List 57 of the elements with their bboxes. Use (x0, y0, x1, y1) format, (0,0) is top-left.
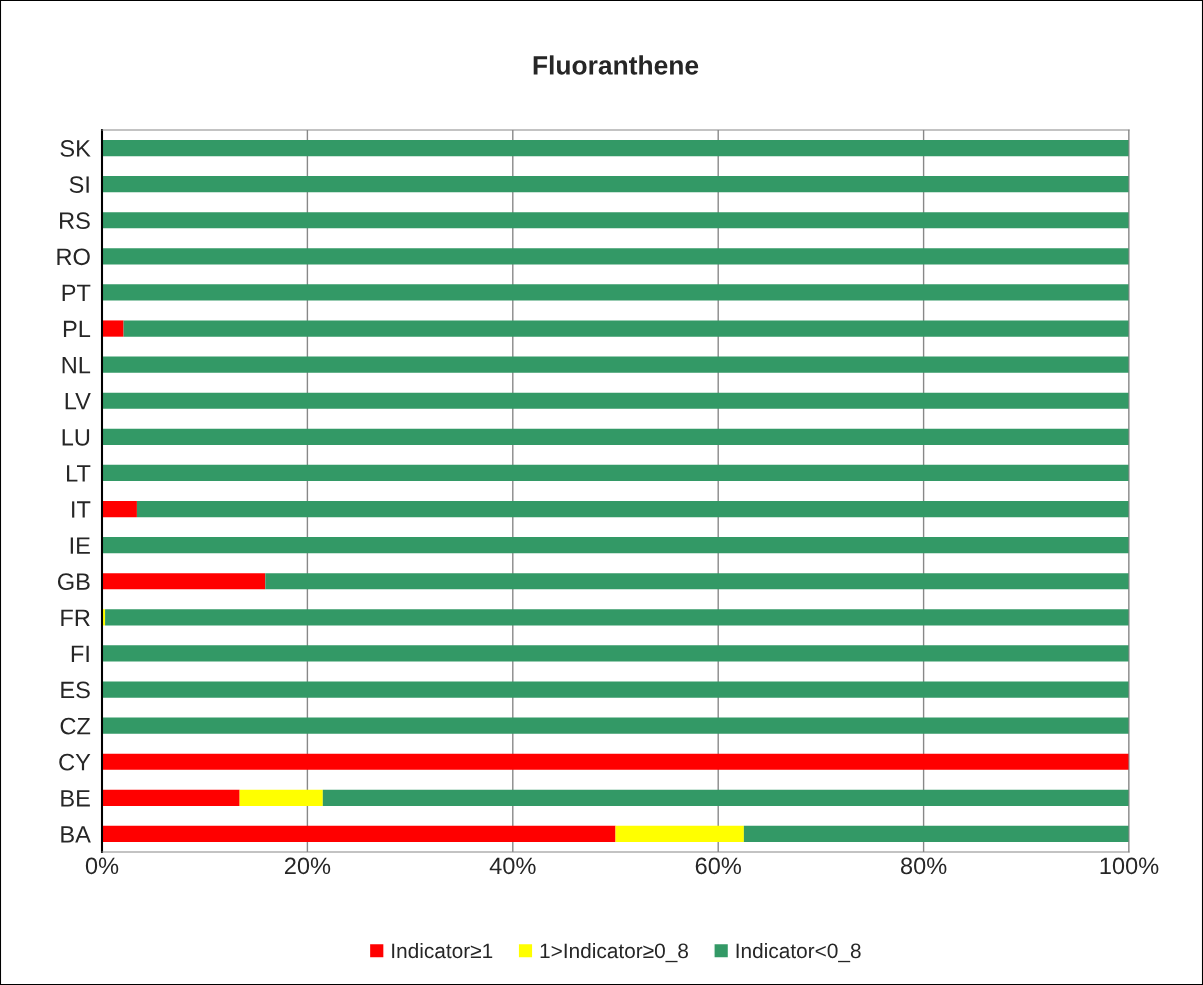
y-tick-label: BE (61, 790, 90, 807)
x-tick-label: 60% (695, 857, 741, 875)
bar (102, 645, 1129, 662)
bar (102, 356, 1129, 373)
bar (102, 392, 1129, 409)
bar (102, 681, 1129, 698)
bar (102, 248, 1129, 265)
y-tick-label: LV (65, 393, 91, 410)
y-tick-label: IT (72, 501, 91, 518)
legend-label: 1>Indicator≥0_8 (540, 942, 688, 963)
bar (102, 537, 1129, 554)
bar (265, 573, 1129, 590)
bar (322, 789, 1129, 806)
y-tick-label: SI (69, 176, 89, 193)
bar (105, 609, 1129, 626)
chart-title: Fluoranthene (533, 55, 699, 75)
x-tick-label: 0% (85, 857, 119, 875)
y-tick-label: CZ (60, 717, 91, 735)
y-tick-label: IE (70, 537, 90, 554)
y-tick-label: ES (61, 681, 90, 699)
x-tick-label: 100% (1100, 857, 1159, 875)
x-tick-label: 20% (284, 857, 331, 875)
legend-label: Indicator<0_8 (736, 942, 861, 963)
bar (102, 464, 1129, 482)
y-tick-label: NL (62, 356, 91, 374)
y-tick-label: GB (57, 573, 90, 591)
y-tick-label: SK (60, 140, 91, 157)
x-tick-label: 40% (489, 857, 536, 875)
y-tick-label: FR (61, 609, 90, 626)
bar (102, 176, 1129, 193)
bar (123, 320, 1129, 337)
bar (102, 789, 240, 806)
bar (102, 500, 137, 518)
bar (102, 573, 266, 590)
x-tick-label: 80% (901, 857, 947, 875)
bar (102, 717, 1129, 734)
bar (239, 789, 323, 806)
y-tick-label: LU (62, 429, 90, 446)
bar (102, 139, 1129, 157)
bar (136, 500, 1129, 518)
y-tick-label: LT (67, 465, 91, 482)
bar (102, 428, 1129, 445)
legend-label: Indicator≥1 (392, 942, 493, 959)
y-tick-label: BA (61, 826, 91, 843)
bar (102, 212, 1129, 229)
y-tick-label: CY (59, 753, 91, 771)
bar (102, 320, 124, 337)
bar (615, 825, 744, 843)
y-tick-label: PL (63, 320, 91, 338)
y-tick-label: RO (57, 248, 90, 266)
bar (102, 825, 616, 843)
y-tick-label: FI (71, 645, 89, 663)
bar (102, 284, 1129, 301)
y-tick-label: PT (62, 284, 91, 302)
bar (102, 753, 1129, 770)
bar (743, 825, 1129, 843)
y-tick-label: RS (60, 212, 90, 230)
